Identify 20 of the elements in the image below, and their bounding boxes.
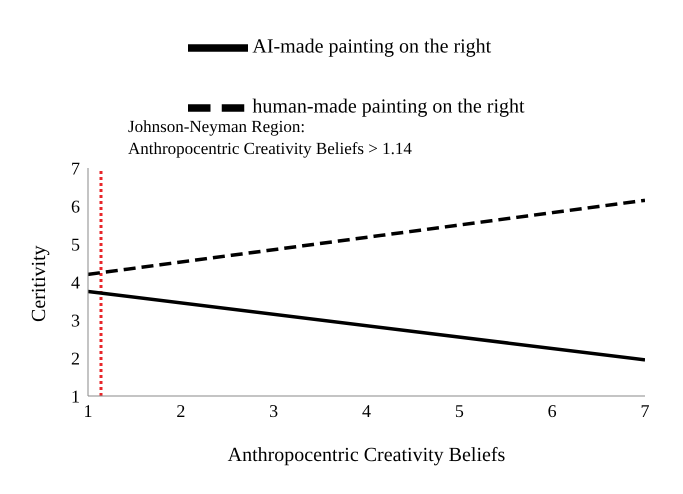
legend-label: human-made painting on the right [252,96,525,118]
y-tick-label: 7 [71,158,80,178]
x-tick-label: 5 [454,400,464,421]
x-tick-label: 3 [269,400,278,421]
legend-label: AI-made painting on the right [252,36,492,58]
text: Johnson-Neyman Region: [128,116,306,138]
y-tick-label: 1 [71,386,80,406]
x-tick-label: 1 [84,400,92,421]
x-tick-label: 4 [362,400,371,421]
x-tick-label: 7 [640,400,650,421]
y-tick-label: 3 [71,310,80,330]
y-tick-label: 4 [71,272,80,292]
y-tick-label: 6 [71,196,80,216]
y-tick-label: 5 [71,234,80,254]
y-axis-title: Ceritivity [28,245,50,322]
y-tick-label: 2 [71,348,80,368]
x-tick-label: 6 [548,400,557,421]
x-axis-title: Anthropocentric Creativity Beliefs [228,444,506,466]
text: Anthropocentric Creativity Beliefs > 1.14 [128,138,412,160]
x-tick-label: 2 [176,400,186,421]
